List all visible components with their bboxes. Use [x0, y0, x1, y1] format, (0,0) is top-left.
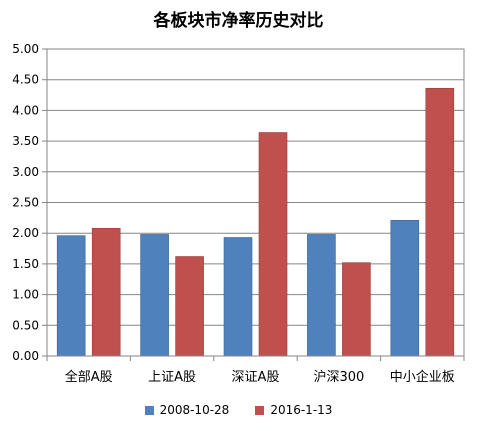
bar	[425, 87, 455, 357]
bar	[258, 132, 288, 357]
y-tick-label: 3.00	[12, 165, 39, 179]
x-tick-label: 沪深300	[313, 369, 364, 385]
x-tick-label: 全部A股	[65, 369, 113, 385]
legend-item-series-1: 2008-10-28	[144, 403, 230, 417]
y-tick-label: 3.50	[12, 134, 39, 148]
chart-title: 各板块市净率历史对比	[153, 11, 324, 31]
y-tick-label: 0.50	[12, 318, 39, 332]
y-tick-label: 5.00	[12, 42, 39, 56]
bar	[175, 256, 204, 357]
legend-label-series-2: 2016-1-13	[270, 403, 333, 417]
x-tick-label: 深证A股	[232, 370, 280, 385]
y-tick-label: 1.00	[12, 288, 39, 302]
legend-swatch-series-1	[144, 405, 154, 415]
bar	[307, 234, 336, 357]
legend-swatch-series-2	[255, 405, 265, 415]
y-tick-label: 0.00	[12, 349, 39, 363]
y-tick-label: 2.00	[12, 226, 39, 240]
legend-label-series-1: 2008-10-28	[159, 403, 230, 417]
bar-chart: 0.00 0.50 1.00 1.50 2.00 2.50 3.00 3.50 4.00 4.50…	[12, 42, 465, 385]
y-tick-label: 4.50	[12, 73, 39, 87]
bar	[223, 237, 253, 357]
bar	[390, 220, 420, 357]
x-tick-label: 中小企业板	[390, 369, 455, 385]
legend: 2008-10-28 2016-1-13	[0, 403, 477, 417]
bar	[342, 262, 371, 357]
y-tick-label: 1.50	[12, 257, 39, 271]
legend-item-series-2: 2016-1-13	[255, 403, 332, 417]
bar	[140, 234, 169, 357]
y-tick-label: 4.00	[12, 103, 39, 117]
bar	[91, 227, 121, 357]
bar	[56, 235, 86, 357]
y-tick-label: 2.50	[12, 196, 39, 210]
x-tick-label: 上证A股	[148, 370, 196, 385]
